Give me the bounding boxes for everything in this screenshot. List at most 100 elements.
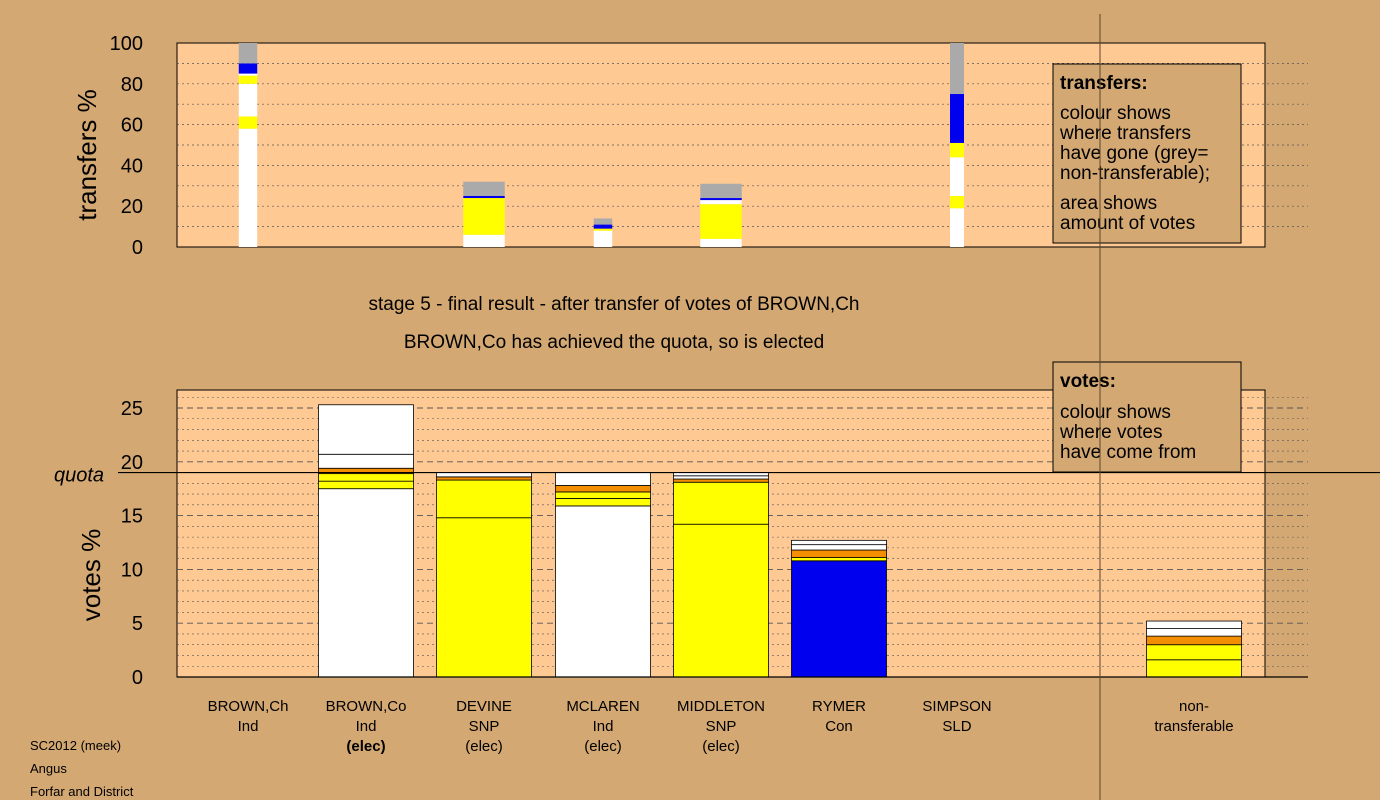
votes-legend-line: where votes bbox=[1059, 422, 1162, 443]
transfers-legend-line: colour shows bbox=[1060, 103, 1171, 124]
vote-segment bbox=[673, 475, 769, 480]
transfer-segment bbox=[950, 208, 964, 247]
vote-segment bbox=[436, 476, 532, 481]
candidate-label: Ind bbox=[593, 718, 614, 735]
vote-segment bbox=[673, 478, 769, 483]
votes-y-tick-label: 10 bbox=[121, 559, 143, 581]
candidate-label: (elec) bbox=[346, 738, 385, 755]
candidate-label: (elec) bbox=[465, 738, 503, 755]
votes-legend-line: have come from bbox=[1060, 442, 1196, 463]
transfers-legend-line: where transfers bbox=[1059, 123, 1191, 144]
vote-segment bbox=[555, 505, 651, 678]
transfer-segment bbox=[700, 183, 742, 199]
transfers-y-tick-label: 20 bbox=[121, 196, 143, 218]
candidate-label: BROWN,Ch bbox=[208, 698, 289, 715]
transfer-segment bbox=[463, 234, 505, 247]
transfers-y-tick-label: 0 bbox=[132, 237, 143, 259]
vote-segment bbox=[791, 549, 887, 558]
candidate-label: (elec) bbox=[584, 738, 622, 755]
vote-segment bbox=[318, 404, 414, 455]
transfer-segment bbox=[700, 200, 742, 205]
transfer-segment bbox=[463, 198, 505, 235]
transfer-bar-middleton bbox=[700, 183, 742, 247]
transfer-segment bbox=[950, 43, 964, 94]
candidate-label: Con bbox=[825, 718, 853, 735]
vote-bar-mclaren bbox=[555, 472, 651, 678]
vote-segment bbox=[1146, 628, 1242, 637]
candidate-label: Ind bbox=[356, 718, 377, 735]
vote-segment bbox=[555, 485, 651, 493]
transfer-segment bbox=[700, 238, 742, 247]
transfer-segment bbox=[950, 142, 964, 158]
vote-bar-nontransferable bbox=[1146, 620, 1242, 678]
vote-segment bbox=[436, 517, 532, 678]
vote-bar-rymer bbox=[791, 539, 887, 678]
transfer-segment bbox=[463, 196, 505, 199]
candidate-label: Ind bbox=[238, 718, 259, 735]
transfer-bar-brownch bbox=[238, 43, 258, 247]
transfer-segment bbox=[700, 204, 742, 239]
transfers-legend-title: transfers: bbox=[1060, 73, 1148, 94]
transfers-y-axis-label: transfers % bbox=[72, 89, 102, 221]
vote-segment bbox=[673, 481, 769, 525]
vote-segment bbox=[1146, 635, 1242, 646]
candidate-label: BROWN,Co bbox=[326, 698, 407, 715]
transfer-segment bbox=[950, 157, 964, 196]
vote-segment bbox=[791, 560, 887, 678]
candidate-label: transferable bbox=[1154, 718, 1233, 735]
transfer-segment bbox=[238, 128, 258, 247]
footer-line: SC2012 (meek) bbox=[30, 738, 122, 753]
quota-label: quota bbox=[54, 465, 104, 487]
vote-segment bbox=[673, 523, 769, 678]
vote-segment bbox=[436, 479, 532, 519]
stage-title: stage 5 - final result - after transfer … bbox=[368, 294, 859, 315]
transfer-bar-rymer bbox=[950, 43, 964, 247]
transfer-segment bbox=[238, 73, 258, 76]
transfers-y-tick-label: 100 bbox=[110, 33, 143, 55]
vote-bar-devine bbox=[436, 472, 532, 678]
candidate-label: non- bbox=[1179, 698, 1209, 715]
vote-segment bbox=[791, 544, 887, 551]
footer-line: Angus bbox=[30, 761, 67, 776]
votes-y-tick-label: 20 bbox=[121, 452, 143, 474]
vote-segment bbox=[318, 453, 414, 469]
transfer-segment bbox=[238, 75, 258, 84]
transfer-segment bbox=[238, 116, 258, 129]
votes-y-tick-label: 0 bbox=[132, 667, 143, 689]
candidate-label: MIDDLETON bbox=[677, 698, 765, 715]
candidate-label: RYMER bbox=[812, 698, 866, 715]
votes-legend: votes: colour shows where votes have com… bbox=[1052, 361, 1242, 473]
transfer-segment bbox=[238, 43, 258, 64]
candidate-label: SNP bbox=[469, 718, 500, 735]
votes-legend-line: colour shows bbox=[1060, 402, 1171, 423]
transfers-legend: transfers: colour shows where transfers … bbox=[1052, 63, 1242, 244]
footer-line: Forfar and District bbox=[30, 784, 134, 799]
candidate-label: DEVINE bbox=[456, 698, 512, 715]
votes-y-tick-label: 25 bbox=[121, 398, 143, 420]
transfer-segment bbox=[593, 218, 613, 225]
candidate-label: SNP bbox=[706, 718, 737, 735]
transfer-segment bbox=[950, 196, 964, 209]
candidate-label: MCLAREN bbox=[566, 698, 639, 715]
vote-segment bbox=[436, 472, 532, 478]
transfer-segment bbox=[238, 63, 258, 74]
vote-segment bbox=[555, 491, 651, 499]
transfers-legend-line: area shows bbox=[1060, 193, 1157, 214]
transfer-segment bbox=[463, 181, 505, 196]
vote-segment bbox=[555, 472, 651, 486]
transfers-legend-line: non-transferable); bbox=[1060, 163, 1210, 184]
vote-segment bbox=[1146, 644, 1242, 661]
candidate-label: SIMPSON bbox=[922, 698, 991, 715]
vote-bar-brownco bbox=[318, 404, 414, 678]
transfer-segment bbox=[593, 230, 613, 247]
votes-y-axis-label: votes % bbox=[76, 529, 106, 622]
transfer-bar-mclaren bbox=[593, 218, 613, 247]
votes-y-tick-label: 15 bbox=[121, 506, 143, 528]
votes-legend-title: votes: bbox=[1060, 371, 1116, 392]
transfer-segment bbox=[593, 228, 613, 231]
elected-subtitle: BROWN,Co has achieved the quota, so is e… bbox=[404, 332, 824, 353]
vote-segment bbox=[318, 488, 414, 678]
transfers-y-tick-label: 80 bbox=[121, 74, 143, 96]
transfer-segment bbox=[238, 83, 258, 117]
